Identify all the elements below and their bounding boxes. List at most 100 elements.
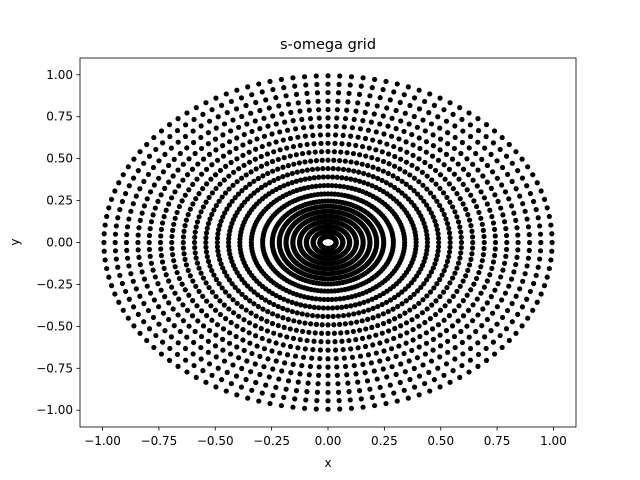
data-point — [258, 153, 264, 160]
data-point — [391, 163, 398, 169]
data-point — [186, 323, 192, 329]
data-point — [218, 261, 224, 267]
data-point — [207, 216, 213, 222]
data-point — [380, 392, 386, 399]
data-point — [232, 284, 238, 290]
data-point — [254, 343, 260, 349]
data-point — [266, 180, 273, 186]
data-point — [104, 265, 110, 272]
data-point — [471, 198, 477, 204]
data-point — [430, 265, 436, 271]
data-point — [315, 98, 321, 104]
data-point — [353, 108, 359, 114]
x-tick-label: 0.00 — [315, 434, 342, 448]
data-point — [450, 111, 456, 117]
data-point — [433, 181, 439, 187]
data-point — [135, 247, 141, 253]
data-point — [292, 353, 299, 359]
data-point — [358, 396, 364, 402]
data-point — [228, 380, 234, 387]
data-point — [120, 307, 126, 313]
data-point — [255, 292, 261, 298]
data-point — [524, 183, 530, 189]
data-point — [395, 175, 401, 182]
data-point — [234, 135, 240, 141]
data-point — [305, 99, 311, 105]
data-point — [481, 195, 487, 201]
data-point — [270, 392, 276, 399]
data-point — [269, 158, 276, 165]
data-point — [150, 164, 157, 171]
data-point — [379, 301, 385, 308]
data-point — [172, 290, 178, 296]
data-point — [337, 296, 343, 302]
data-point — [414, 191, 421, 197]
data-point — [244, 358, 250, 364]
data-point — [295, 379, 301, 385]
data-point — [166, 162, 172, 169]
data-point — [280, 305, 286, 312]
data-point — [307, 304, 313, 310]
data-point — [234, 344, 240, 350]
data-point — [289, 308, 295, 315]
data-point — [481, 245, 487, 252]
data-point — [108, 196, 115, 202]
data-point — [351, 311, 357, 317]
data-point — [316, 305, 322, 311]
data-point — [361, 308, 367, 315]
data-point — [455, 219, 462, 225]
data-point — [180, 177, 186, 183]
data-point — [333, 296, 339, 302]
data-point — [228, 319, 234, 326]
data-point — [397, 99, 403, 106]
data-point — [433, 257, 439, 263]
data-point — [334, 174, 340, 180]
data-point — [253, 166, 259, 172]
y-tick-label: 1.00 — [46, 68, 73, 82]
data-point — [226, 236, 232, 242]
data-point — [168, 334, 174, 340]
data-point — [402, 369, 408, 375]
data-point — [302, 303, 308, 309]
data-point — [192, 150, 198, 157]
data-point — [437, 384, 443, 390]
data-point — [160, 140, 166, 146]
data-point — [124, 224, 131, 230]
data-point — [293, 178, 300, 184]
data-point — [213, 147, 219, 153]
data-point — [374, 241, 380, 247]
data-point — [520, 278, 526, 284]
data-point — [401, 242, 408, 249]
data-point — [422, 159, 428, 166]
data-point — [266, 338, 272, 344]
data-point — [113, 256, 119, 262]
data-point — [334, 107, 340, 113]
data-point — [424, 232, 430, 238]
data-point — [313, 321, 320, 327]
data-point — [389, 115, 395, 121]
data-point — [437, 185, 443, 192]
data-point — [247, 181, 253, 187]
data-point — [416, 135, 422, 141]
data-point — [211, 207, 217, 213]
data-point — [360, 118, 366, 124]
data-point — [259, 89, 265, 95]
data-point — [534, 299, 540, 305]
data-point — [451, 171, 457, 177]
data-point — [457, 224, 463, 230]
data-point — [464, 323, 470, 329]
data-point — [546, 213, 552, 220]
data-point — [401, 387, 407, 393]
data-point — [152, 274, 158, 280]
data-point — [457, 105, 463, 111]
data-point — [292, 83, 298, 89]
data-point — [182, 223, 188, 229]
data-point — [236, 355, 242, 361]
data-point — [344, 107, 350, 113]
data-point — [490, 140, 496, 146]
data-point — [151, 182, 157, 188]
data-point — [316, 115, 322, 121]
data-point — [384, 105, 390, 111]
data-point — [239, 113, 245, 120]
data-point — [226, 186, 232, 192]
